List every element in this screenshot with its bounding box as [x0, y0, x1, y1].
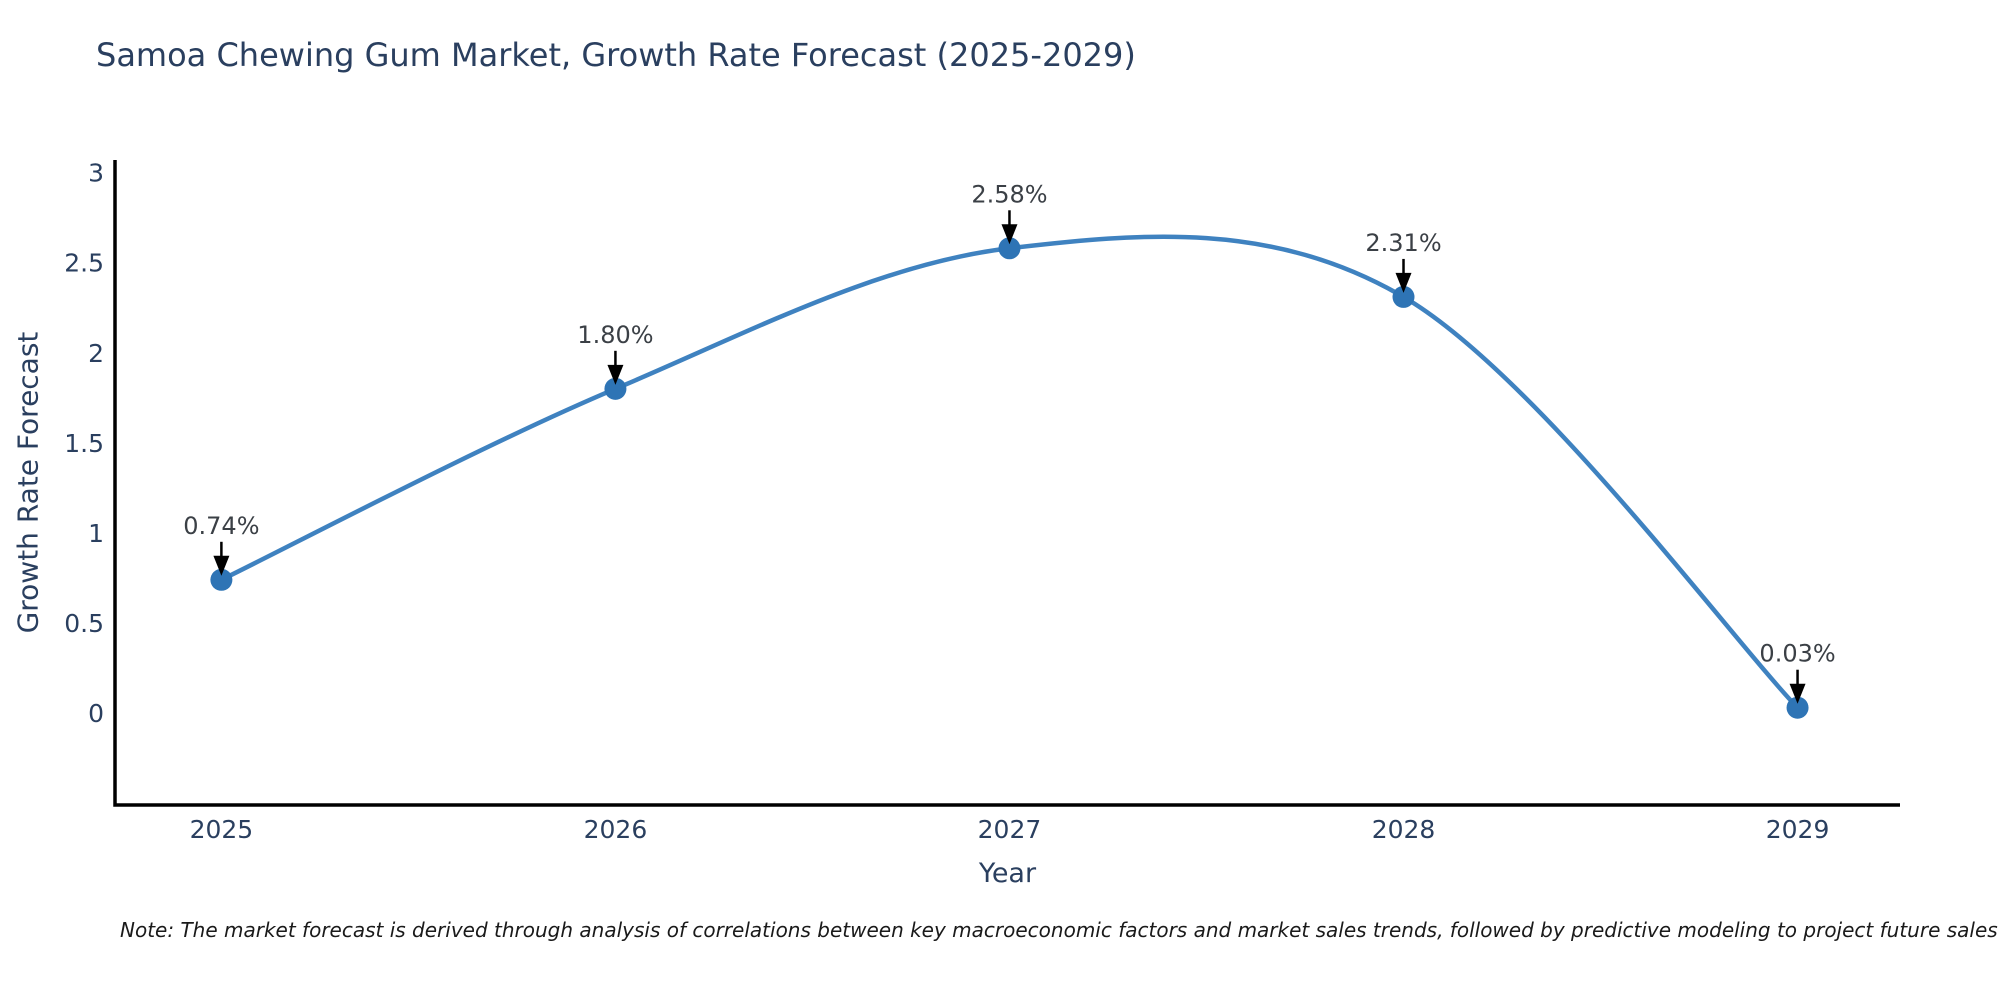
- x-tick-label: 2026: [584, 815, 648, 844]
- chart-title: Samoa Chewing Gum Market, Growth Rate Fo…: [96, 36, 1136, 74]
- x-axis-title: Year: [978, 858, 1037, 889]
- y-tick-label: 3: [88, 159, 104, 188]
- point-annotation-label: 1.80%: [577, 321, 653, 349]
- y-tick-label: 2.5: [64, 249, 104, 278]
- x-tick-label: 2025: [190, 815, 254, 844]
- y-tick-label: 0.5: [64, 609, 104, 638]
- y-tick-label: 1: [88, 519, 104, 548]
- point-annotation-label: 0.74%: [183, 512, 259, 540]
- data-point: [604, 377, 627, 400]
- axis-line: [113, 160, 1900, 807]
- x-tick-label: 2028: [1372, 815, 1436, 844]
- point-annotation-label: 0.03%: [1759, 640, 1835, 668]
- annotation-arrow-head: [1395, 272, 1412, 293]
- y-axis-title: Growth Rate Forecast: [8, 160, 48, 805]
- annotation-arrow-head: [607, 364, 624, 385]
- data-point: [998, 237, 1021, 260]
- point-annotation-label: 2.31%: [1365, 229, 1441, 257]
- y-tick-label: 2: [88, 339, 104, 368]
- x-tick-label: 2027: [978, 815, 1042, 844]
- y-tick-label: 0: [88, 699, 104, 728]
- data-point: [1392, 285, 1415, 308]
- data-point: [210, 568, 233, 591]
- annotation-arrow-head: [1789, 683, 1806, 704]
- point-annotation-label: 2.58%: [971, 180, 1047, 208]
- annotation-arrow-head: [213, 555, 230, 576]
- footnote: Note: The market forecast is derived thr…: [120, 918, 1998, 942]
- y-tick-label: 1.5: [64, 429, 104, 458]
- y-axis-title-text: Growth Rate Forecast: [11, 331, 45, 634]
- data-point: [1786, 696, 1809, 719]
- trend-line: [219, 234, 1800, 710]
- x-tick-label: 2029: [1766, 815, 1830, 844]
- annotation-arrow-head: [1001, 224, 1018, 245]
